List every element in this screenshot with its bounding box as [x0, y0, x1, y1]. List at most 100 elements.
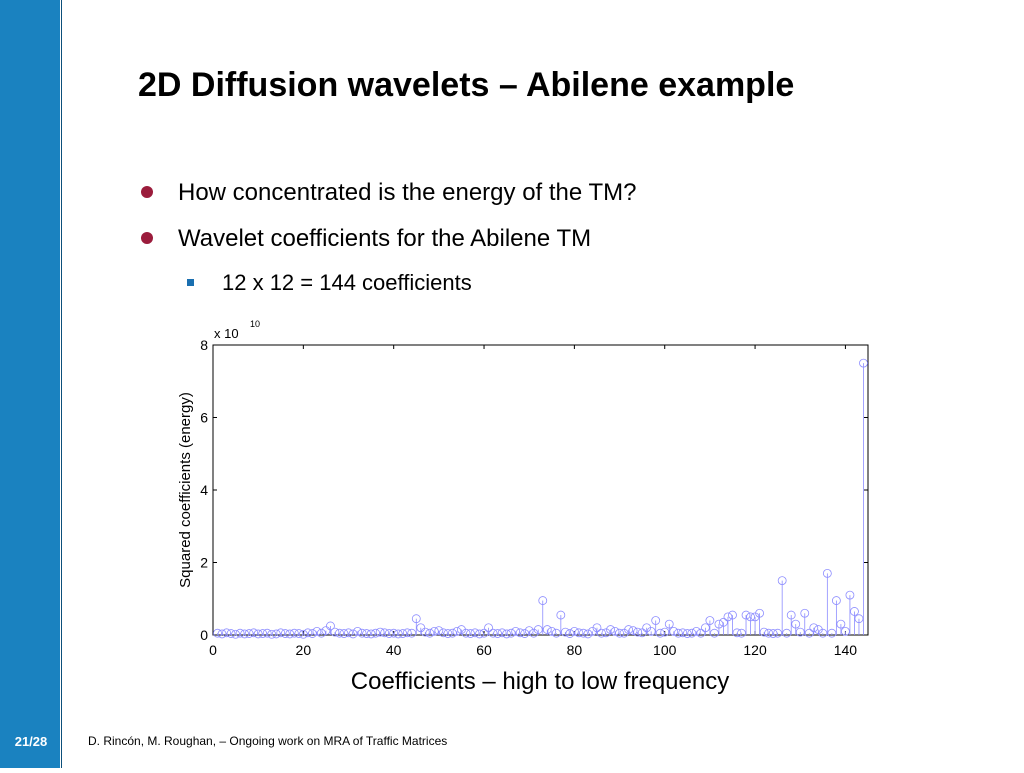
page-number: 21/28: [15, 734, 48, 749]
stem-marker: [353, 626, 362, 636]
stem-marker: [493, 629, 502, 638]
stem-marker: [285, 629, 295, 639]
stem-marker: [380, 628, 390, 638]
stem-marker: [511, 626, 521, 636]
stem-marker: [759, 627, 769, 637]
stem-marker: [249, 628, 259, 638]
stem-marker: [362, 629, 371, 638]
stem-marker: [425, 628, 435, 638]
stem-marker: [777, 576, 787, 586]
stem-marker: [809, 623, 819, 633]
stem-marker: [326, 621, 335, 631]
stem-marker: [402, 628, 412, 638]
stem-marker: [231, 629, 240, 639]
stem-marker: [583, 629, 593, 639]
sub-bullet: [187, 279, 194, 286]
stem-marker: [371, 628, 381, 638]
y-tick-label: 0: [200, 627, 208, 643]
stem-marker: [782, 628, 792, 638]
x-tick-label: 60: [476, 642, 492, 658]
stem-marker: [660, 627, 670, 637]
stem-marker: [768, 629, 778, 638]
stem-marker: [240, 629, 250, 639]
stem-marker: [542, 625, 552, 634]
stem-marker: [226, 629, 236, 638]
stem-marker: [741, 610, 751, 620]
stem-marker: [475, 629, 484, 639]
stem-marker: [610, 626, 620, 636]
stem-marker: [344, 628, 353, 638]
y-axis-label: Squared coefficients (energy): [177, 392, 194, 588]
sub-bullet-text: 12 x 12 = 144 coefficients: [222, 270, 472, 295]
stem-marker: [470, 628, 480, 638]
stem-marker: [773, 628, 783, 638]
stem-marker: [795, 627, 805, 637]
stem-marker: [258, 629, 268, 638]
stem-marker: [669, 626, 679, 636]
stem-marker: [520, 629, 530, 638]
stem-marker: [845, 590, 855, 600]
stem-marker: [818, 628, 828, 638]
y-tick-label: 2: [200, 555, 208, 571]
x-tick-label: 100: [653, 642, 677, 658]
stem-marker: [719, 617, 728, 627]
stem-marker: [831, 596, 841, 605]
stem-marker: [755, 608, 764, 618]
stem-marker: [533, 625, 543, 634]
stem-marker: [339, 629, 349, 638]
footer: D. Rincón, M. Roughan, – Ongoing work on…: [88, 734, 447, 748]
stem-marker: [217, 629, 227, 639]
stem-marker: [655, 628, 665, 638]
stem-marker: [746, 612, 755, 622]
y-exponent-base: x 10: [214, 326, 239, 341]
x-tick-label: 120: [743, 642, 767, 658]
plot-frame: [212, 344, 869, 636]
stem-marker: [565, 629, 575, 638]
stem-marker: [859, 358, 868, 368]
stem-marker: [448, 628, 457, 638]
stem-marker: [479, 628, 489, 638]
stem-marker: [673, 628, 683, 638]
page-box: [0, 725, 60, 768]
stem-marker: [579, 628, 588, 638]
stem-marker: [267, 629, 277, 639]
stem-marker: [502, 629, 512, 639]
stem-marker: [551, 628, 561, 638]
stem-marker: [420, 627, 430, 637]
stem-marker: [574, 628, 584, 638]
stem-marker: [696, 628, 706, 638]
stem-marker: [303, 628, 313, 638]
stem-marker: [624, 625, 633, 634]
stem-marker: [253, 629, 263, 639]
bullet-text: How concentrated is the energy of the TM…: [178, 179, 636, 206]
stem-marker: [429, 626, 439, 636]
stem-marker: [714, 619, 724, 629]
x-axis-label: Coefficients – high to low frequency: [351, 668, 729, 695]
stem-marker: [443, 629, 453, 638]
stem-marker: [664, 619, 674, 629]
stem-marker: [804, 628, 814, 638]
stem-marker: [646, 626, 656, 636]
y-tick-label: 8: [200, 337, 208, 353]
stem-marker: [398, 629, 408, 638]
stem-marker: [262, 628, 272, 638]
stem-marker: [601, 628, 611, 638]
stem-marker: [524, 626, 534, 636]
x-tick-label: 20: [296, 642, 312, 658]
stem-marker: [488, 628, 498, 638]
stem-marker: [827, 628, 837, 638]
y-tick-label: 6: [200, 410, 208, 426]
stem-marker: [556, 610, 566, 620]
stem-marker: [452, 626, 462, 636]
stem-marker: [213, 628, 222, 638]
stem-marker: [438, 628, 448, 638]
stem-marker: [678, 628, 688, 638]
stem-marker: [651, 616, 661, 625]
bullet: [141, 186, 153, 198]
stem-marker: [317, 628, 326, 638]
x-tick-label: 40: [386, 642, 402, 658]
bullet-text: Wavelet coefficients for the Abilene TM: [178, 225, 591, 252]
stem-marker: [307, 629, 317, 638]
stem-marker: [407, 628, 417, 638]
stem-marker: [235, 628, 245, 638]
